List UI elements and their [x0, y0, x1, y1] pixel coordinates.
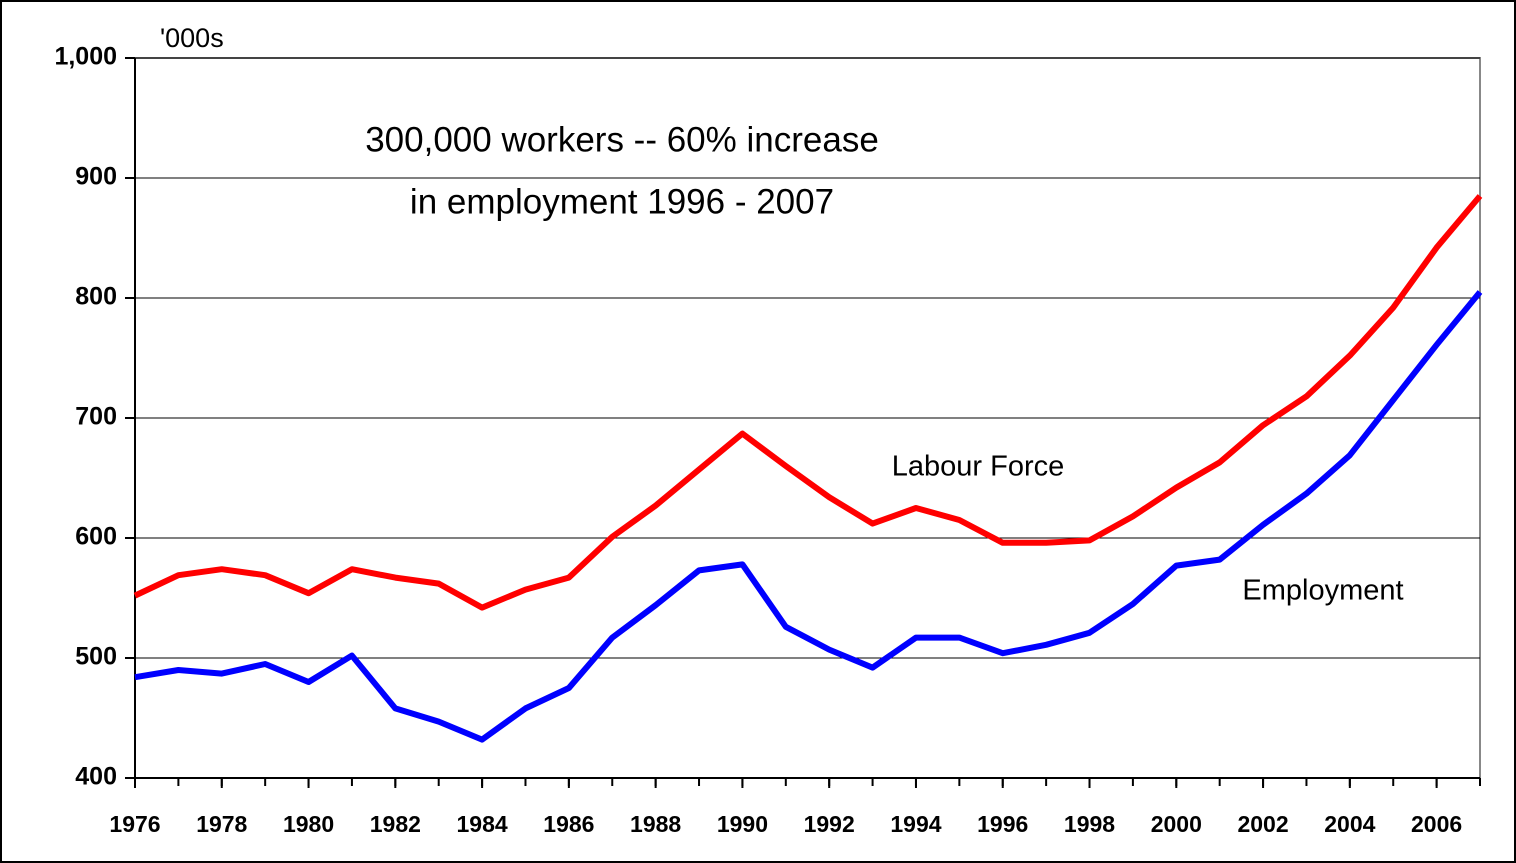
x-tick-label: 2002	[1237, 811, 1288, 837]
annotation: 300,000 workers -- 60% increase	[365, 120, 879, 159]
x-tick-label: 1988	[630, 811, 681, 837]
y-axis-unit: '000s	[160, 23, 224, 53]
x-tick-label: 1994	[890, 811, 941, 837]
series-line	[133, 194, 1483, 611]
y-tick-label: 900	[75, 163, 117, 191]
x-tick-label: 1982	[370, 811, 421, 837]
x-tick-label: 1980	[283, 811, 334, 837]
series-label: Labour Force	[892, 451, 1065, 483]
x-tick-label: 1992	[804, 811, 855, 837]
series-line	[134, 290, 1483, 743]
y-tick-label: 800	[75, 283, 117, 311]
x-tick-label: 1996	[977, 811, 1028, 837]
y-tick-label: 600	[75, 523, 117, 551]
x-tick-label: 2006	[1411, 811, 1462, 837]
x-tick-label: 1984	[457, 811, 508, 837]
x-tick-label: 1978	[196, 811, 247, 837]
y-tick-label: 1,000	[54, 43, 117, 71]
x-tick-label: 1986	[543, 811, 594, 837]
series-label: Employment	[1242, 575, 1403, 607]
x-tick-label: 2000	[1151, 811, 1202, 837]
y-tick-label: 500	[75, 643, 117, 671]
y-tick-label: 400	[75, 763, 117, 791]
x-tick-label: 1990	[717, 811, 768, 837]
x-tick-label: 2004	[1324, 811, 1375, 837]
x-tick-label: 1976	[109, 811, 160, 837]
annotation: in employment 1996 - 2007	[410, 182, 834, 221]
y-tick-label: 700	[75, 403, 117, 431]
x-tick-label: 1998	[1064, 811, 1115, 837]
